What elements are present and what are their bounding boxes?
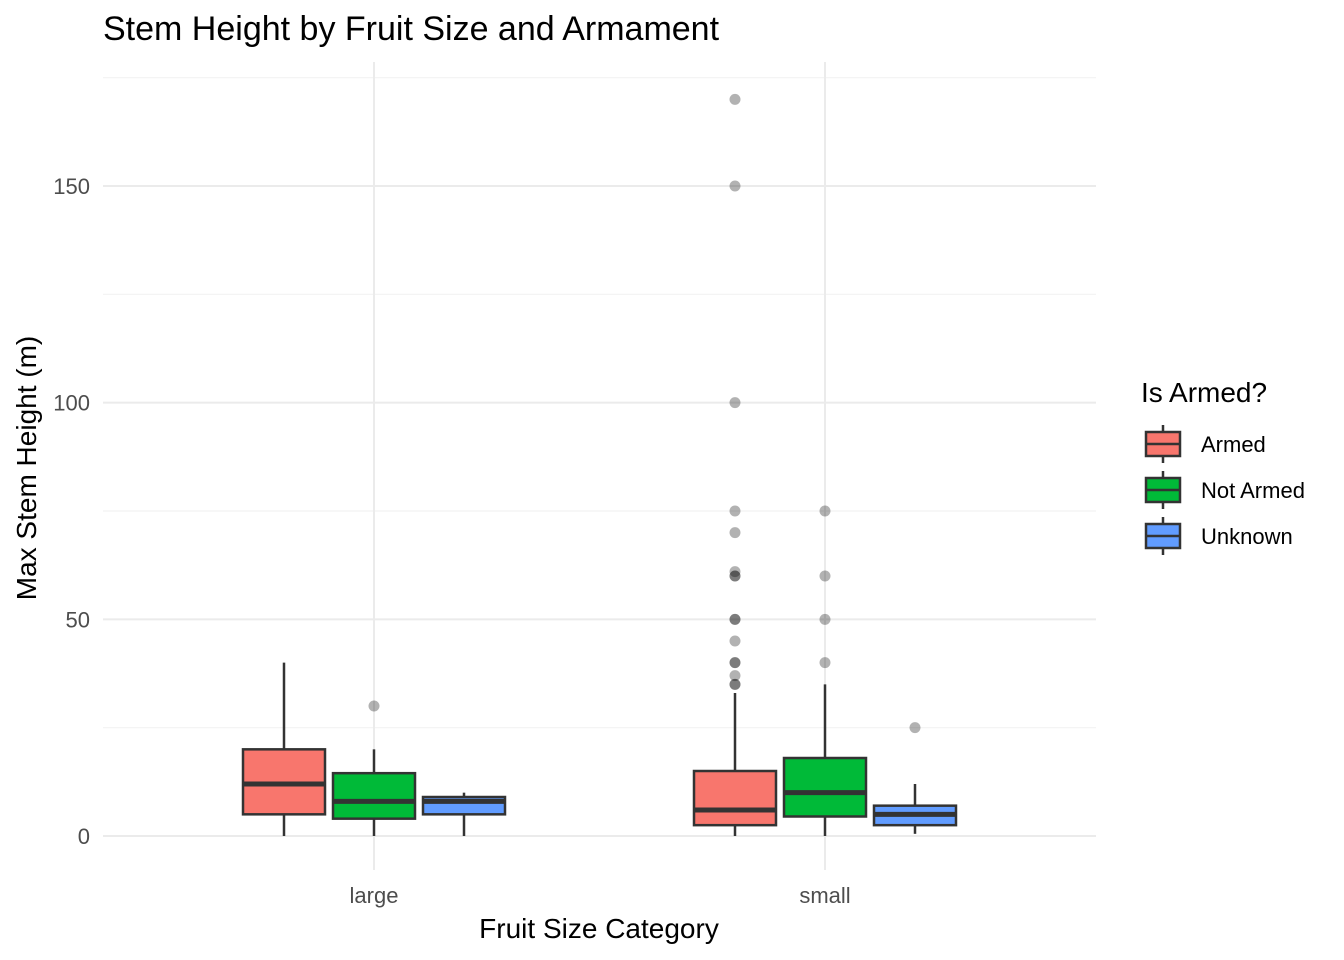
outlier-point: [729, 678, 741, 690]
legend-label: Armed: [1201, 432, 1266, 457]
x-tick-label: small: [799, 883, 850, 908]
legend: Is Armed? Armed Not Armed Unknown: [1141, 377, 1305, 555]
y-tick-label: 150: [53, 174, 90, 199]
box-rect: [692, 769, 778, 827]
outlier-point: [729, 657, 741, 669]
box-not-armed-small: [782, 505, 868, 836]
chart-title: Stem Height by Fruit Size and Armament: [103, 10, 720, 48]
box-armed-small: [692, 93, 778, 836]
outlier-point: [729, 670, 741, 682]
outlier-point: [819, 570, 831, 582]
outlier-point: [819, 505, 831, 517]
outlier-point: [729, 657, 741, 669]
legend-item-armed: Armed: [1144, 425, 1266, 463]
outlier-point: [819, 657, 831, 669]
outlier-point: [819, 613, 831, 625]
box-unknown-large: [421, 792, 507, 836]
legend-label: Not Armed: [1201, 478, 1305, 503]
y-tick-label: 100: [53, 391, 90, 416]
outlier-point: [368, 700, 380, 712]
x-tick-label: large: [350, 883, 399, 908]
legend-item-unknown: Unknown: [1144, 517, 1293, 555]
outlier-point: [729, 397, 741, 409]
outlier-point: [729, 635, 741, 647]
outlier-point: [729, 566, 741, 578]
outlier-point: [729, 570, 741, 582]
outlier-point: [729, 678, 741, 690]
x-axis-ticks: large small: [350, 883, 851, 908]
y-tick-label: 0: [78, 824, 90, 849]
box-not-armed-large: [331, 700, 417, 836]
outlier-point: [729, 613, 741, 625]
box-rect: [331, 771, 417, 820]
outlier-point: [729, 93, 741, 105]
box-unknown-small: [872, 722, 958, 834]
outlier-point: [729, 570, 741, 582]
legend-title: Is Armed?: [1141, 377, 1267, 408]
y-axis-ticks: 0 50 100 150: [53, 174, 90, 849]
box-rect: [782, 756, 868, 818]
boxes: [241, 93, 958, 836]
outlier-point: [909, 722, 921, 734]
box-armed-large: [241, 662, 327, 836]
y-axis-title: Max Stem Height (m): [11, 336, 42, 601]
legend-item-not-armed: Not Armed: [1144, 471, 1305, 509]
outlier-point: [729, 613, 741, 625]
outlier-point: [729, 505, 741, 517]
legend-label: Unknown: [1201, 524, 1293, 549]
y-tick-label: 50: [66, 607, 90, 632]
outlier-point: [729, 180, 741, 192]
outlier-point: [729, 527, 741, 539]
x-axis-title: Fruit Size Category: [479, 913, 719, 944]
